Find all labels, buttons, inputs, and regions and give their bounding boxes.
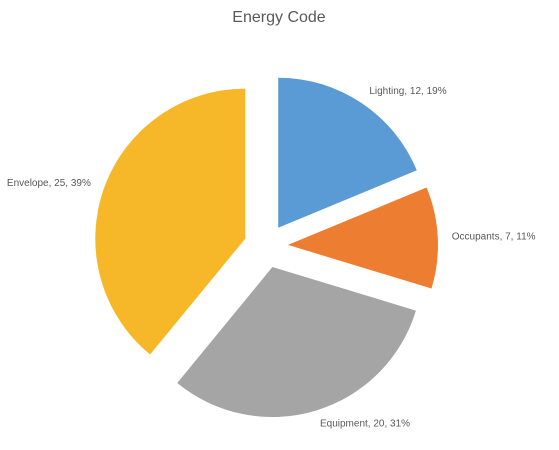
chart-title: Energy Code xyxy=(232,9,325,26)
data-label: Lighting, 12, 19% xyxy=(369,86,446,97)
pie-slice xyxy=(177,267,416,418)
data-label: Equipment, 20, 31% xyxy=(320,419,410,430)
data-label: Envelope, 25, 39% xyxy=(7,178,91,189)
pie-slice xyxy=(278,77,417,228)
pie-slice xyxy=(95,88,246,355)
pie-slice xyxy=(287,187,438,289)
data-label: Occupants, 7, 11% xyxy=(452,232,536,243)
